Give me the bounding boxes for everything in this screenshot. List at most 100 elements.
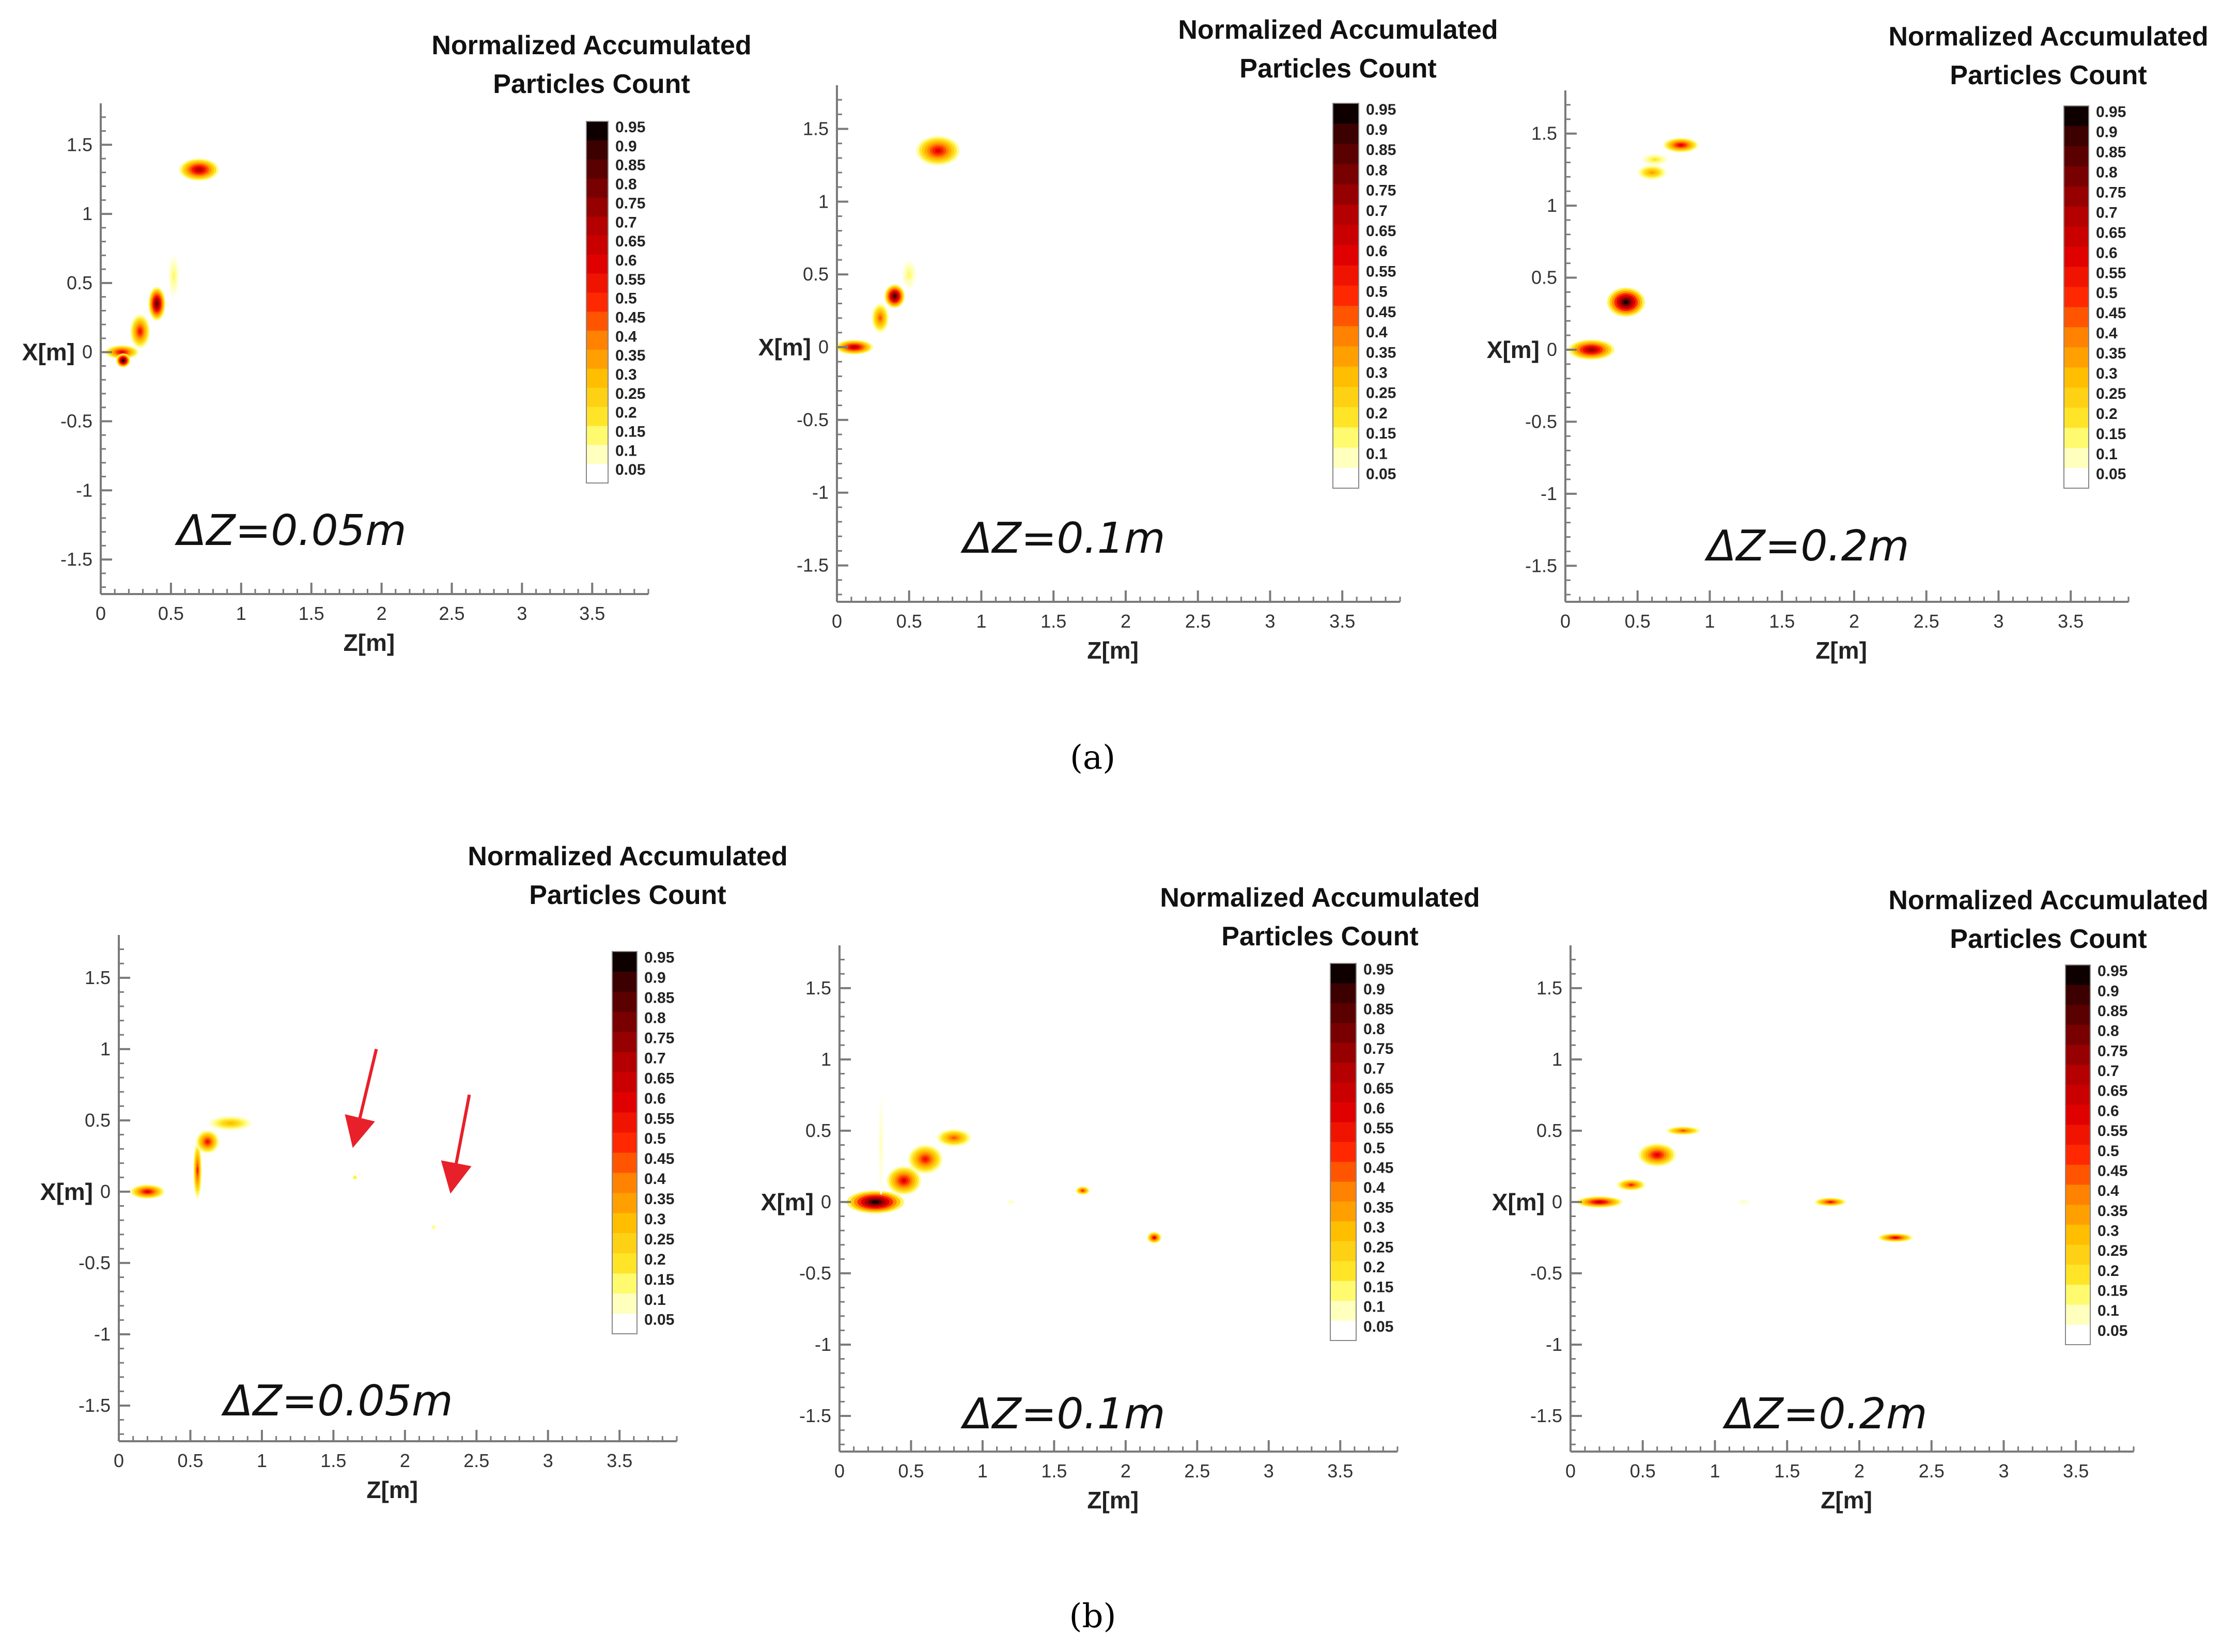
- colorbar-swatch: [1330, 1142, 1356, 1162]
- heatmap-blob: [145, 1190, 150, 1193]
- colorbar-swatch: [1330, 1241, 1356, 1261]
- x-tick-label: 0: [832, 611, 842, 632]
- delta-z-annotation: ΔZ=0.2m: [1722, 1390, 1927, 1439]
- colorbar-swatch: [1330, 1102, 1356, 1123]
- colorbar-level-label: 0.75: [1363, 1040, 1393, 1057]
- y-tick-label: 1: [1552, 1049, 1562, 1070]
- colorbar-swatch: [2064, 347, 2089, 368]
- y-tick-label: 0.5: [1531, 267, 1557, 288]
- colorbar-title: Particles Count: [493, 69, 690, 99]
- colorbar-swatch: [2065, 985, 2090, 1005]
- colorbar-frame: [2063, 105, 2089, 489]
- y-tick-label: 0: [82, 341, 92, 363]
- colorbar-level-label: 0.15: [2096, 426, 2126, 443]
- colorbar-swatch: [1333, 447, 1359, 469]
- heatmap-blob: [1588, 348, 1594, 351]
- colorbar-level-label: 0.9: [1363, 981, 1385, 998]
- colorbar-swatch: [1330, 1063, 1356, 1083]
- colorbar-swatch: [2064, 246, 2089, 268]
- colorbar-level-label: 0.55: [2097, 1123, 2127, 1140]
- colorbar-swatch: [1330, 1301, 1356, 1321]
- colorbar-level-label: 0.45: [615, 309, 645, 326]
- colorbar-swatch: [1330, 1181, 1356, 1202]
- x-axis-label: Z[m]: [366, 1476, 418, 1503]
- colorbar-swatch: [1330, 1003, 1356, 1023]
- y-axis-label: X[m]: [1492, 1189, 1545, 1215]
- y-tick-label: -0.5: [799, 1263, 831, 1284]
- colorbar-level-label: 0.9: [2097, 983, 2119, 1000]
- y-tick-label: 1: [1547, 195, 1557, 216]
- x-axis-label: Z[m]: [1815, 637, 1867, 664]
- colorbar-level-label: 0.4: [2097, 1182, 2119, 1199]
- y-tick-label: 1: [821, 1049, 831, 1070]
- colorbar-swatch: [2064, 428, 2089, 448]
- colorbar-swatch: [2065, 1085, 2090, 1105]
- colorbar-title: Particles Count: [1221, 922, 1418, 952]
- heatmap-blob: [1153, 1236, 1156, 1239]
- colorbar-level-label: 0.3: [1366, 365, 1388, 382]
- colorbar-swatch: [2065, 1065, 2090, 1085]
- colorbar-swatch: [612, 1173, 637, 1193]
- y-tick-label: 1.5: [803, 118, 829, 139]
- colorbar-swatch: [586, 292, 608, 312]
- colorbar-swatch: [2064, 367, 2089, 388]
- panel-a-dz-0.1: 0 0.5 1 1.5 2 2.5 3 3.5 -1.5 -1 -0.5 0 0.5 1 1.5 Z[m] X[…: [758, 15, 1498, 664]
- x-tick-label: 2.5: [1919, 1460, 1945, 1482]
- x-tick-label: 1.5: [1040, 611, 1066, 632]
- heatmap-blob: [872, 1201, 879, 1204]
- colorbar-swatch: [2064, 468, 2089, 489]
- colorbar-swatch: [2065, 965, 2090, 986]
- colorbar-swatch: [586, 407, 608, 426]
- y-tick-label: 1.5: [805, 977, 831, 999]
- colorbar-swatch: [612, 991, 637, 1012]
- colorbar-swatch: [612, 1152, 637, 1173]
- colorbar-level-label: 0.55: [644, 1110, 674, 1127]
- colorbar-swatch: [2064, 327, 2089, 348]
- colorbar-swatch: [2064, 387, 2089, 408]
- colorbar-swatch: [612, 1011, 637, 1033]
- y-tick-label: 0.5: [1536, 1120, 1562, 1141]
- caption-a: (a): [1070, 739, 1115, 777]
- colorbar-level-label: 0.6: [1366, 243, 1388, 260]
- colorbar: 0.95 0.9 0.85 0.8 0.75 0.7 0.65 0.6 0.55 0.5 0.45 0…: [1330, 961, 1393, 1341]
- colorbar-level-label: 0.5: [1366, 284, 1388, 301]
- colorbar-swatch: [1330, 1221, 1356, 1242]
- colorbar-level-label: 0.8: [2097, 1023, 2119, 1040]
- colorbar-level-label: 0.35: [1363, 1199, 1393, 1217]
- colorbar-level-label: 0.95: [2097, 963, 2127, 980]
- colorbar-level-label: 0.35: [2097, 1203, 2127, 1220]
- colorbar-level-label: 0.25: [615, 385, 645, 402]
- heatmap-blob: [902, 1179, 906, 1182]
- colorbar-swatch: [2064, 307, 2089, 328]
- x-tick-label: 1.5: [1774, 1460, 1800, 1482]
- y-axis-label: X[m]: [1487, 336, 1540, 363]
- x-tick-label: 3: [1993, 611, 2003, 632]
- x-tick-label: 2.5: [1185, 611, 1211, 632]
- colorbar: 0.95 0.9 0.85 0.8 0.75 0.7 0.65 0.6 0.55 0.5 0.45 0…: [612, 949, 674, 1334]
- colorbar-swatch: [612, 1233, 637, 1254]
- heatmap-blob: [227, 1122, 234, 1125]
- colorbar-level-label: 0.95: [644, 949, 674, 967]
- colorbar-swatch: [1330, 1162, 1356, 1182]
- y-tick-label: -0.5: [1525, 411, 1557, 432]
- colorbar-swatch: [1333, 306, 1359, 326]
- colorbar-swatch: [2065, 1045, 2090, 1065]
- colorbar-swatch: [586, 197, 608, 217]
- colorbar-title: Normalized Accumulated: [468, 841, 787, 871]
- colorbar-level-label: 0.65: [644, 1070, 674, 1087]
- x-tick-label: 1.5: [1769, 611, 1795, 632]
- colorbar-level-label: 0.55: [1366, 263, 1396, 280]
- colorbar-level-label: 0.75: [2097, 1042, 2127, 1059]
- y-tick-label: 1: [818, 191, 829, 212]
- colorbar-swatch: [1333, 205, 1359, 225]
- colorbar-swatch: [1333, 467, 1359, 489]
- colorbar-level-label: 0.75: [2096, 184, 2126, 201]
- colorbar-swatch: [586, 464, 608, 484]
- heatmap-blob: [206, 1140, 209, 1144]
- colorbar-level-label: 0.15: [2097, 1283, 2127, 1300]
- y-tick-label: -1: [76, 479, 92, 501]
- colorbar-swatch: [2064, 146, 2089, 167]
- colorbar-level-label: 0.35: [1366, 344, 1396, 361]
- colorbar-title: Particles Count: [1950, 60, 2147, 90]
